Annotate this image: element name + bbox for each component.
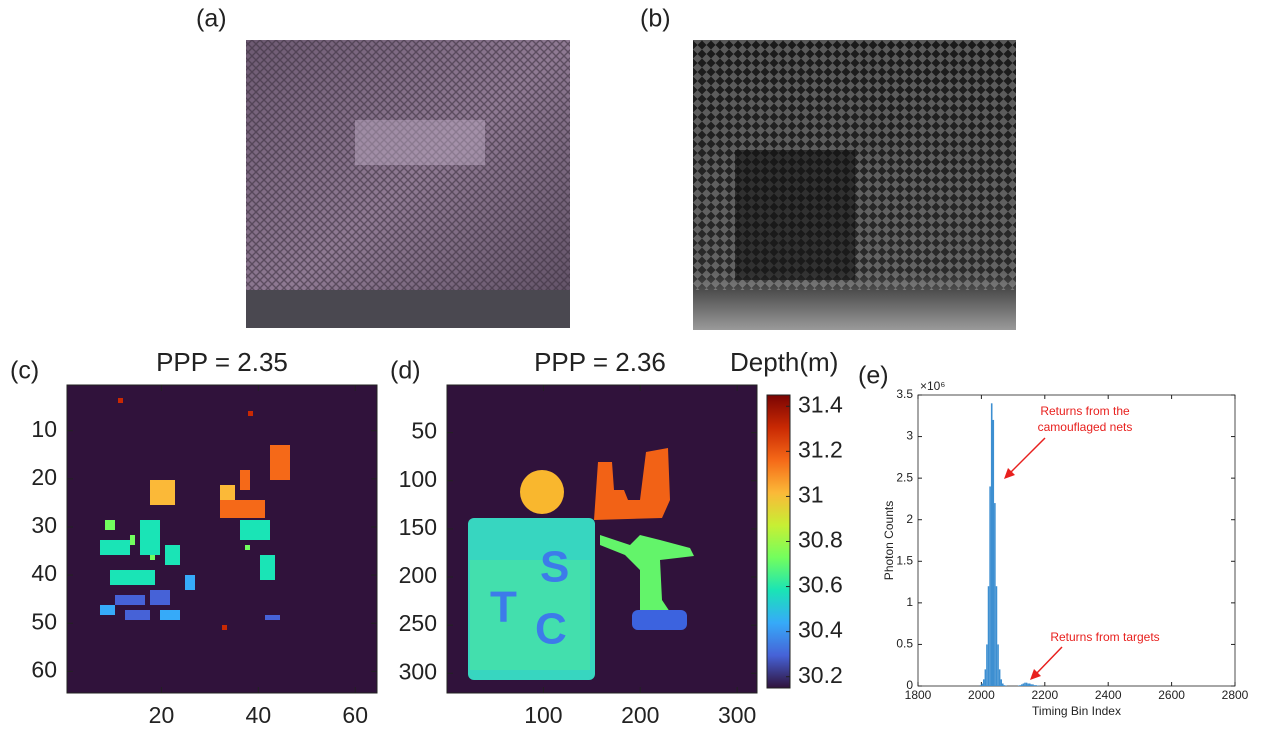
y-tick-label: 0	[906, 678, 913, 692]
axes-frame	[446, 384, 758, 694]
axes-frame	[66, 384, 378, 694]
histogram-bar	[997, 644, 999, 686]
y-tick-label: 10	[31, 416, 57, 442]
panel-label: (d)	[390, 357, 421, 385]
x-tick-label: 40	[246, 702, 272, 728]
histogram-bar	[1025, 682, 1028, 686]
annotation-arrows	[1004, 437, 1063, 680]
histogram-bar	[1033, 685, 1036, 686]
y-tick-label: 0.5	[896, 637, 913, 651]
photo-a	[246, 40, 570, 328]
histogram-bar	[1000, 679, 1003, 686]
histogram-bar	[1035, 685, 1037, 686]
y-tick-label: 1.5	[896, 553, 913, 567]
colorbar-tick-label: 30.4	[798, 617, 843, 643]
y-tick-label: 250	[399, 610, 437, 636]
histogram-bar	[992, 419, 995, 686]
panel-label: (b)	[640, 5, 671, 33]
colorbar-tick-label: 31.2	[798, 436, 843, 462]
y-tick-label: 40	[31, 560, 57, 586]
y-tick-label: 200	[399, 562, 437, 588]
colorbar-label: Depth(m)	[730, 347, 838, 377]
x-tick-label: 300	[718, 702, 756, 728]
y-tick-label: 2	[906, 512, 913, 526]
histogram-bar	[989, 486, 991, 686]
histogram-bar	[987, 586, 990, 686]
colorbar-tick-label: 30.8	[798, 527, 843, 553]
image-letter: C	[535, 605, 567, 654]
annotation: Returns from the	[1040, 404, 1130, 418]
y-tick-label: 3	[906, 429, 913, 443]
histogram-bar	[984, 669, 987, 686]
y-tick-label: 50	[411, 418, 437, 444]
colorbar-tick-label: 31.4	[798, 391, 843, 417]
x-tick-label: 2800	[1222, 688, 1249, 702]
image-letter: T	[490, 583, 517, 632]
x-tick-label: 200	[621, 702, 659, 728]
histogram-bar	[1002, 683, 1004, 686]
x-tick-label: 1800	[905, 688, 932, 702]
image-letter: S	[540, 543, 569, 592]
y-tick-label: 1	[906, 595, 913, 609]
annotation: camouflaged nets	[1038, 420, 1133, 434]
histogram-bar	[994, 503, 996, 686]
y-exponent: ×10⁶	[920, 379, 945, 393]
histogram-bar	[1032, 684, 1034, 686]
y-axis-label: Photon Counts	[882, 501, 896, 580]
histogram-bar	[981, 683, 983, 686]
histogram-bar	[995, 586, 998, 686]
histogram-bar	[1021, 684, 1023, 686]
chart-title: PPP = 2.36	[534, 347, 666, 377]
histogram-bar	[998, 669, 1001, 686]
y-tick-label: 60	[31, 656, 57, 682]
annotation: Returns from targets	[1050, 630, 1159, 644]
y-tick-label: 300	[399, 658, 437, 684]
histogram-bar	[1003, 685, 1006, 686]
histogram-bar	[982, 679, 985, 686]
histogram-bar	[1022, 683, 1025, 686]
x-axis-label: Timing Bin Index	[1032, 704, 1121, 718]
photo-b	[693, 40, 1016, 330]
histogram-bar	[1028, 683, 1031, 686]
colorbar-tick-label: 30.2	[798, 662, 843, 688]
histogram-bar	[1027, 683, 1029, 686]
y-tick-label: 100	[399, 466, 437, 492]
heatmap-d-image: S T C	[447, 385, 757, 693]
y-tick-label: 150	[399, 514, 437, 540]
panel-label: (e)	[858, 362, 889, 390]
x-tick-label: 2600	[1158, 688, 1185, 702]
x-tick-label: 2000	[968, 688, 995, 702]
histogram-bar	[990, 403, 993, 686]
panel-label: (c)	[10, 357, 39, 385]
chart-title: PPP = 2.35	[156, 347, 288, 377]
x-tick-label: 20	[149, 702, 175, 728]
x-tick-label: 2200	[1031, 688, 1058, 702]
y-tick-label: 20	[31, 464, 57, 490]
histogram-bar	[979, 685, 982, 686]
y-tick-label: 30	[31, 512, 57, 538]
y-tick-label: 3.5	[896, 387, 913, 401]
axes-frame	[917, 394, 1236, 687]
histogram-bar	[1019, 685, 1022, 686]
x-tick-label: 2400	[1095, 688, 1122, 702]
y-tick-label: 2.5	[896, 470, 913, 484]
colorbar-tick-label: 31	[798, 482, 824, 508]
colorbar-tick-label: 30.6	[798, 572, 843, 598]
histogram-bar	[986, 644, 988, 686]
x-tick-label: 60	[342, 702, 368, 728]
heatmap-c-image	[67, 385, 377, 693]
x-tick-label: 100	[524, 702, 562, 728]
y-tick-label: 50	[31, 608, 57, 634]
panel-label: (a)	[196, 5, 227, 33]
histogram-bar	[1024, 682, 1026, 686]
histogram-bar	[1030, 684, 1033, 686]
